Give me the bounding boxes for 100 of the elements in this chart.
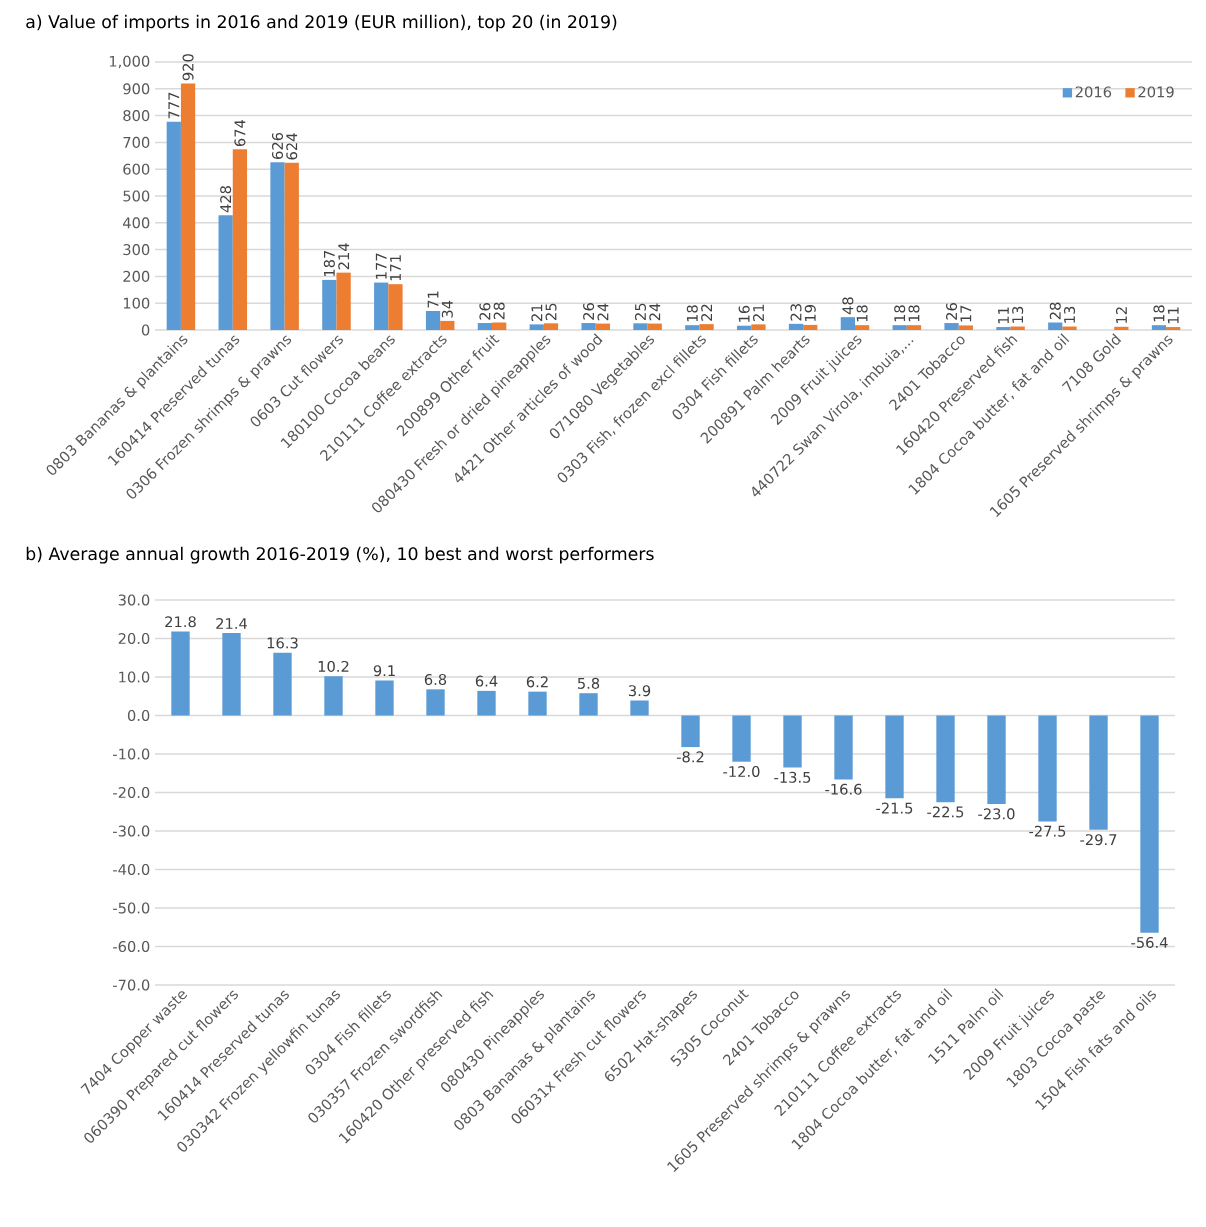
legend-label: 2016 [1075,86,1112,98]
y-tick-label: -30.0 [113,825,150,837]
data-label: 6.2 [526,676,548,688]
data-label: 17 [960,305,972,322]
data-label: 25 [634,303,646,320]
data-label: 23 [790,304,802,321]
bar [1166,327,1181,330]
data-label: 177 [375,253,387,279]
data-label: 11 [998,307,1009,324]
bar [630,700,649,716]
bar [180,83,196,330]
y-tick-label: 400 [123,217,150,229]
data-label: 13 [1012,306,1024,323]
data-label: 26 [583,303,595,320]
bar [892,325,907,330]
bar [732,715,751,762]
bar [834,715,853,780]
bar [492,322,507,330]
y-tick-label: -50.0 [113,902,150,914]
y-tick-label: 300 [123,244,150,256]
data-label: 25 [545,303,557,320]
legend-label: 2019 [1138,86,1174,98]
data-label: -12.0 [723,765,760,778]
bar [528,691,547,716]
bar [944,323,959,330]
chart-title: b) Average annual growth 2016-2019 (%), 10 best and worst performers [26,546,654,564]
y-tick-label: -10.0 [113,748,150,760]
data-label: -56.4 [1131,936,1168,949]
data-label: -21.5 [876,802,913,814]
data-label: 71 [427,291,439,308]
bar [336,272,351,330]
y-tick-label: 800 [123,110,150,122]
bar [633,323,648,330]
y-tick-label: 500 [123,190,150,202]
data-label: -22.5 [927,806,964,818]
data-label: 5.8 [577,677,600,689]
bar [1114,326,1129,330]
data-label: 187 [323,250,335,277]
data-label: 21 [752,304,764,322]
data-label: 18 [856,305,868,322]
data-label: 18 [1153,305,1165,322]
data-label: 34 [441,300,453,318]
bar [218,215,233,330]
y-tick-label: 0 [141,324,150,336]
data-label: -8.2 [676,751,704,763]
bar [1140,715,1159,933]
bar [685,325,700,330]
data-label: 28 [493,302,505,320]
data-label: 10.2 [318,660,349,672]
bar [996,327,1011,330]
bar [171,631,190,716]
bar [595,323,610,330]
bar [1038,715,1057,822]
data-label: 22 [701,304,712,321]
y-tick-label: -40.0 [113,863,150,876]
bar [987,715,1006,805]
bar [322,279,337,330]
data-label: 171 [390,255,401,281]
bar [1151,325,1167,330]
bar [543,323,559,330]
data-label: 48 [842,297,854,315]
data-label: 16.3 [267,637,298,649]
y-tick-label: -20.0 [113,786,150,799]
bar [375,680,394,716]
y-tick-label: 20.0 [118,632,150,645]
data-label: 6.4 [475,675,498,687]
bar [681,715,700,748]
data-label: 24 [597,303,609,321]
data-label: 11 [1167,307,1179,324]
bar [854,325,870,330]
data-label: 626 [271,132,284,159]
bar [273,652,292,716]
data-label: 624 [286,133,298,160]
data-label: 777 [168,92,180,119]
data-label: 26 [946,303,958,320]
y-tick-label: 200 [123,270,150,282]
y-tick-label: 600 [123,163,150,175]
data-label: 12 [1115,307,1127,323]
data-label: 26 [479,303,491,320]
data-label: -29.7 [1080,834,1117,846]
bar [885,715,904,799]
bar [284,162,299,330]
data-label: 6.8 [424,673,447,686]
bar [232,149,248,330]
bar [270,162,285,330]
bar [529,324,544,330]
data-label: 21.4 [216,617,247,629]
y-tick-label: -60.0 [113,940,150,953]
bar [751,324,766,330]
y-tick-label: 0.0 [127,709,150,722]
bar [1048,322,1063,330]
bar [477,690,496,716]
bar [737,325,752,330]
bar [1062,326,1077,330]
bar [958,325,973,330]
y-tick-label: 900 [123,83,150,95]
data-label: 920 [182,54,194,81]
data-label: 24 [649,303,661,321]
bar [647,323,662,330]
data-label: 18 [908,305,920,322]
